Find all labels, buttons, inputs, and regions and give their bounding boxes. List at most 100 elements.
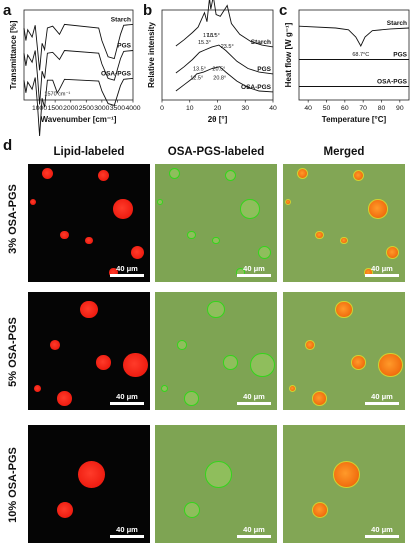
peak-annotation: 13.5° xyxy=(193,66,206,72)
column-title-merged: Merged xyxy=(323,146,365,158)
scale-bar-line xyxy=(110,402,144,405)
dsc-chart: 40 50 60 70 80 90 Temperature [°C] Heat flow [W… xyxy=(284,9,410,124)
droplet xyxy=(57,390,72,406)
micrograph-merged: 40 μm xyxy=(283,425,405,543)
scale-bar-line xyxy=(110,274,144,277)
x-tick-label: 2000 xyxy=(63,105,78,112)
series-label: OSA-PGS xyxy=(377,79,408,86)
droplet xyxy=(98,170,110,182)
x-axis-label: 2θ [°] xyxy=(208,115,228,124)
series-line xyxy=(175,0,274,48)
micrograph-merged: 40 μm xyxy=(283,292,405,410)
droplet xyxy=(297,167,308,179)
scale-bar: 40 μm xyxy=(365,525,399,538)
column-title-lipid: Lipid-labeled xyxy=(53,146,125,158)
row-label-3pct: 3% OSA-PGS xyxy=(7,184,19,254)
series-label: OSA-PGS xyxy=(241,84,272,91)
scale-bar-label: 40 μm xyxy=(371,392,393,401)
scale-bar-line xyxy=(365,402,399,405)
peak-annotation: 17.1° xyxy=(203,33,216,39)
x-tick-label: 70 xyxy=(359,105,367,112)
scale-bar: 40 μm xyxy=(110,264,144,277)
scale-bar-line xyxy=(237,274,271,277)
peak-annotation: 1570 cm⁻¹ xyxy=(44,92,70,98)
x-tick-label: 1000 xyxy=(32,105,47,112)
droplet xyxy=(169,167,180,179)
droplet xyxy=(113,199,133,219)
series-label: Starch xyxy=(387,20,407,27)
series-label: OSA-PGS xyxy=(101,70,132,77)
droplet xyxy=(78,461,105,488)
axes-frame xyxy=(298,9,410,101)
xrd-chart: 0 10 20 30 40 2θ [°] Relative intensity Starch P… xyxy=(147,0,277,124)
scale-bar-line xyxy=(237,535,271,538)
panel-label-a: a xyxy=(3,2,12,19)
droplet xyxy=(240,199,260,219)
droplet xyxy=(60,230,69,240)
scale-bar: 40 μm xyxy=(365,392,399,405)
droplet xyxy=(284,198,291,205)
x-tick-label: 3500 xyxy=(110,105,125,112)
series-line xyxy=(23,77,134,137)
scale-bar: 40 μm xyxy=(365,264,399,277)
ftir-chart: 1000 1500 2000 2500 3000 3500 4000 Wavenumber [… xyxy=(9,9,141,137)
x-tick-label: 40 xyxy=(304,105,312,112)
droplet xyxy=(176,340,187,350)
series-line xyxy=(23,23,134,71)
droplet xyxy=(109,268,118,277)
droplet xyxy=(258,245,272,260)
scale-bar-label: 40 μm xyxy=(116,525,138,534)
series-line xyxy=(175,66,274,93)
x-tick-label: 60 xyxy=(341,105,349,112)
droplet xyxy=(123,352,148,378)
droplet xyxy=(353,170,365,182)
droplet xyxy=(225,170,237,182)
scale-bar-label: 40 μm xyxy=(116,392,138,401)
scale-bar-label: 40 μm xyxy=(116,264,138,273)
series-label: PGS xyxy=(257,66,271,73)
x-tick-label: 90 xyxy=(396,105,404,112)
scale-bar-label: 40 μm xyxy=(371,525,393,534)
series-label: PGS xyxy=(393,52,407,59)
panel-label-b: b xyxy=(143,2,153,19)
series-line xyxy=(175,44,274,75)
peak-annotation: 68.7°C xyxy=(352,52,369,58)
x-tick-label: 50 xyxy=(323,105,331,112)
row-label-10pct: 10% OSA-PGS xyxy=(7,447,19,523)
droplet xyxy=(187,230,196,240)
droplet xyxy=(351,355,366,371)
series-line xyxy=(298,25,410,47)
droplet xyxy=(312,390,327,406)
droplet xyxy=(131,245,145,260)
droplet xyxy=(184,390,199,406)
droplet xyxy=(96,355,111,371)
x-tick-label: 30 xyxy=(241,105,249,112)
series-line xyxy=(23,50,134,105)
micrograph-lipid: 40 μm xyxy=(28,292,150,410)
droplet xyxy=(207,301,225,319)
micrograph-osa-pgs: 40 μm xyxy=(155,425,277,543)
column-title-osa-pgs: OSA-PGS-labeled xyxy=(167,146,265,158)
droplet xyxy=(311,502,328,518)
micrograph-merged: 40 μm xyxy=(283,164,405,282)
droplet xyxy=(183,502,200,518)
micrograph-lipid: 40 μm xyxy=(28,425,150,543)
droplet xyxy=(80,301,98,319)
scale-bar: 40 μm xyxy=(110,392,144,405)
micrograph-osa-pgs: 40 μm xyxy=(155,292,277,410)
droplet xyxy=(335,301,353,319)
series-label: Starch xyxy=(111,16,131,23)
scale-bar-line xyxy=(365,274,399,277)
y-axis-label: Heat flow [W g⁻¹] xyxy=(284,22,293,87)
scale-bar-line xyxy=(110,535,144,538)
peak-annotation: 23.5° xyxy=(221,44,234,50)
y-axis-label: Relative intensity xyxy=(147,22,156,88)
droplet xyxy=(29,198,36,205)
scale-bar: 40 μm xyxy=(237,525,271,538)
droplet xyxy=(340,237,348,245)
scale-bar-label: 40 μm xyxy=(243,392,265,401)
droplet xyxy=(161,385,169,393)
x-axis-label: Temperature [°C] xyxy=(322,115,387,124)
panel-label-d: d xyxy=(3,137,13,154)
series-label: PGS xyxy=(117,43,131,50)
